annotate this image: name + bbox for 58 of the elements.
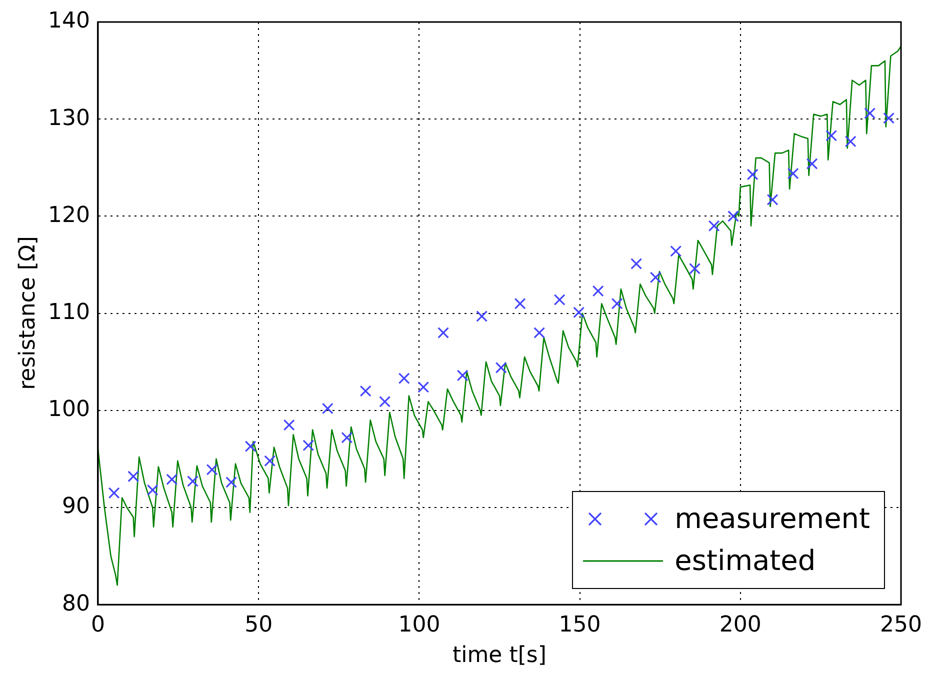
point xyxy=(630,258,642,270)
point xyxy=(806,158,818,170)
point xyxy=(128,470,140,482)
point xyxy=(534,326,546,338)
point xyxy=(573,306,585,318)
y-tick-label: 80 xyxy=(62,591,90,616)
point xyxy=(166,474,178,486)
point xyxy=(146,484,158,496)
point xyxy=(108,487,120,499)
point xyxy=(708,220,720,232)
x-tick-label: 100 xyxy=(398,612,440,638)
point xyxy=(206,464,218,476)
point xyxy=(826,130,838,142)
point xyxy=(611,298,623,310)
point xyxy=(650,272,662,284)
point xyxy=(360,385,372,397)
y-tick-label: 110 xyxy=(48,300,90,326)
point xyxy=(456,370,468,382)
y-tick-label: 120 xyxy=(48,202,90,228)
point xyxy=(186,476,198,488)
point xyxy=(322,402,334,414)
point xyxy=(398,372,410,384)
x-tick-label: 250 xyxy=(880,612,922,638)
point xyxy=(379,396,391,408)
point xyxy=(302,440,314,452)
y-tick-label: 140 xyxy=(48,8,90,34)
y-tick-label: 130 xyxy=(48,106,90,131)
legend-label: measurement xyxy=(674,502,870,536)
point xyxy=(728,210,740,222)
point xyxy=(244,440,256,452)
y-axis-title: resistance [Ω] xyxy=(16,236,40,390)
point xyxy=(689,262,701,274)
x-tick-label: 50 xyxy=(244,612,273,638)
point xyxy=(883,112,895,124)
point xyxy=(844,136,856,148)
y-tick-label: 100 xyxy=(48,397,90,422)
point xyxy=(766,194,778,206)
point xyxy=(592,285,604,297)
point xyxy=(495,362,507,374)
point xyxy=(670,245,682,257)
legend-label: estimated xyxy=(674,544,816,578)
point xyxy=(226,476,238,488)
point xyxy=(418,381,430,393)
point xyxy=(554,294,566,306)
point xyxy=(514,298,526,310)
y-tick-label: 90 xyxy=(62,494,90,520)
point xyxy=(787,168,799,180)
point xyxy=(264,455,276,467)
point xyxy=(864,108,876,120)
x-axis-title: time t[s] xyxy=(452,642,546,668)
point xyxy=(341,432,353,444)
point xyxy=(476,310,488,322)
x-tick-label: 0 xyxy=(90,612,105,638)
x-tick-label: 200 xyxy=(719,612,762,638)
point xyxy=(283,419,295,431)
point xyxy=(438,326,450,338)
point xyxy=(746,168,758,180)
x-tick-label: 150 xyxy=(558,612,601,638)
